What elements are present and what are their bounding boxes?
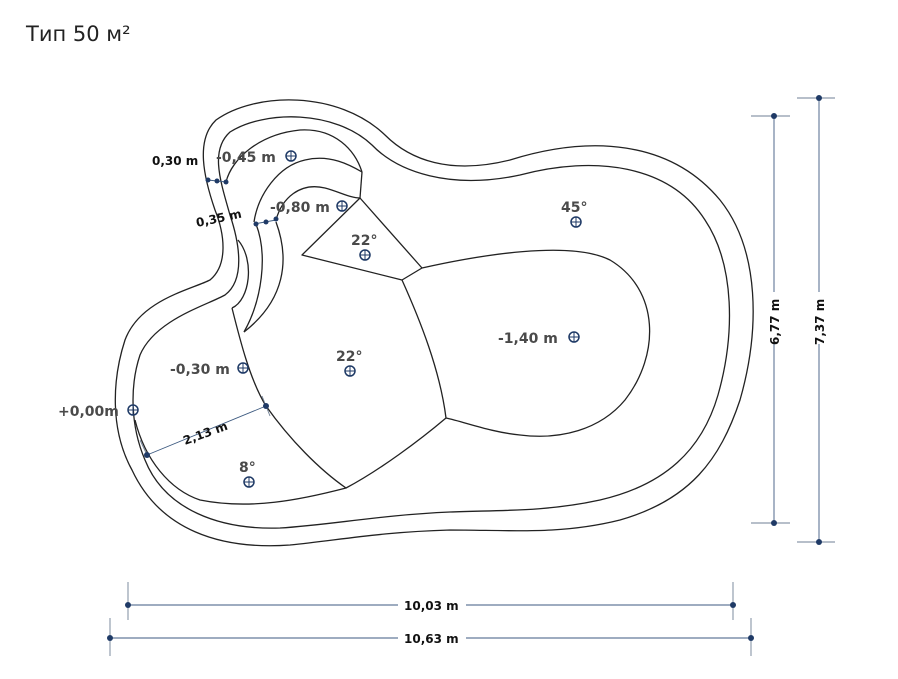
- step-line-2: [253, 157, 363, 223]
- dimension-endpoint: [263, 403, 269, 409]
- level-marker-icon: [243, 476, 255, 488]
- step-line-6: [243, 221, 284, 333]
- step-width-2-label: 0,35 m: [195, 207, 243, 230]
- step-width-1-label: 0,30 m: [152, 154, 198, 168]
- depth-label-step-two: -0,80 m: [270, 200, 330, 216]
- entry-length-dimension-line: [146, 405, 267, 456]
- outer-length-label: 10,63 m: [404, 632, 459, 646]
- slope-label-entry: 8°: [239, 460, 256, 476]
- level-marker-icon: [359, 249, 371, 261]
- deep-zone-boundary: [421, 249, 651, 437]
- level-marker-icon: [285, 150, 297, 162]
- step-line-5: [243, 223, 263, 333]
- depth-label-start: +0,00m: [58, 404, 119, 420]
- inner-length-label: 10,03 m: [404, 599, 459, 613]
- inner-width-label: 6,77 m: [768, 299, 782, 345]
- slope-label-upper: 22°: [351, 233, 377, 249]
- step-line-4: [231, 239, 250, 309]
- mid-slope-boundary: [345, 279, 447, 489]
- level-marker-icon: [237, 362, 249, 374]
- entry-slope-boundary: [134, 307, 347, 505]
- depth-label-step-one: -0,45 m: [216, 150, 276, 166]
- step-line-1: [225, 129, 363, 183]
- slope-label-mid: 22°: [336, 349, 362, 365]
- outer-width-label: 7,37 m: [813, 299, 827, 345]
- depth-label-entry: -0,30 m: [170, 362, 230, 378]
- level-marker-icon: [127, 404, 139, 416]
- pool-outer-outline: [114, 99, 754, 547]
- level-marker-icon: [344, 365, 356, 377]
- slope-label-deep-end: 45°: [561, 200, 587, 216]
- entry-length-label: 2,13 m: [181, 419, 229, 448]
- step-line-3: [275, 186, 361, 221]
- level-marker-icon: [570, 216, 582, 228]
- step-line-7: [359, 171, 363, 199]
- page-title: Тип 50 м²: [26, 22, 131, 46]
- level-marker-icon: [568, 331, 580, 343]
- pool-inner-outline: [132, 116, 731, 529]
- dimension-endpoint: [144, 452, 150, 458]
- level-marker-icon: [336, 200, 348, 212]
- depth-label-deep: -1,40 m: [498, 331, 558, 347]
